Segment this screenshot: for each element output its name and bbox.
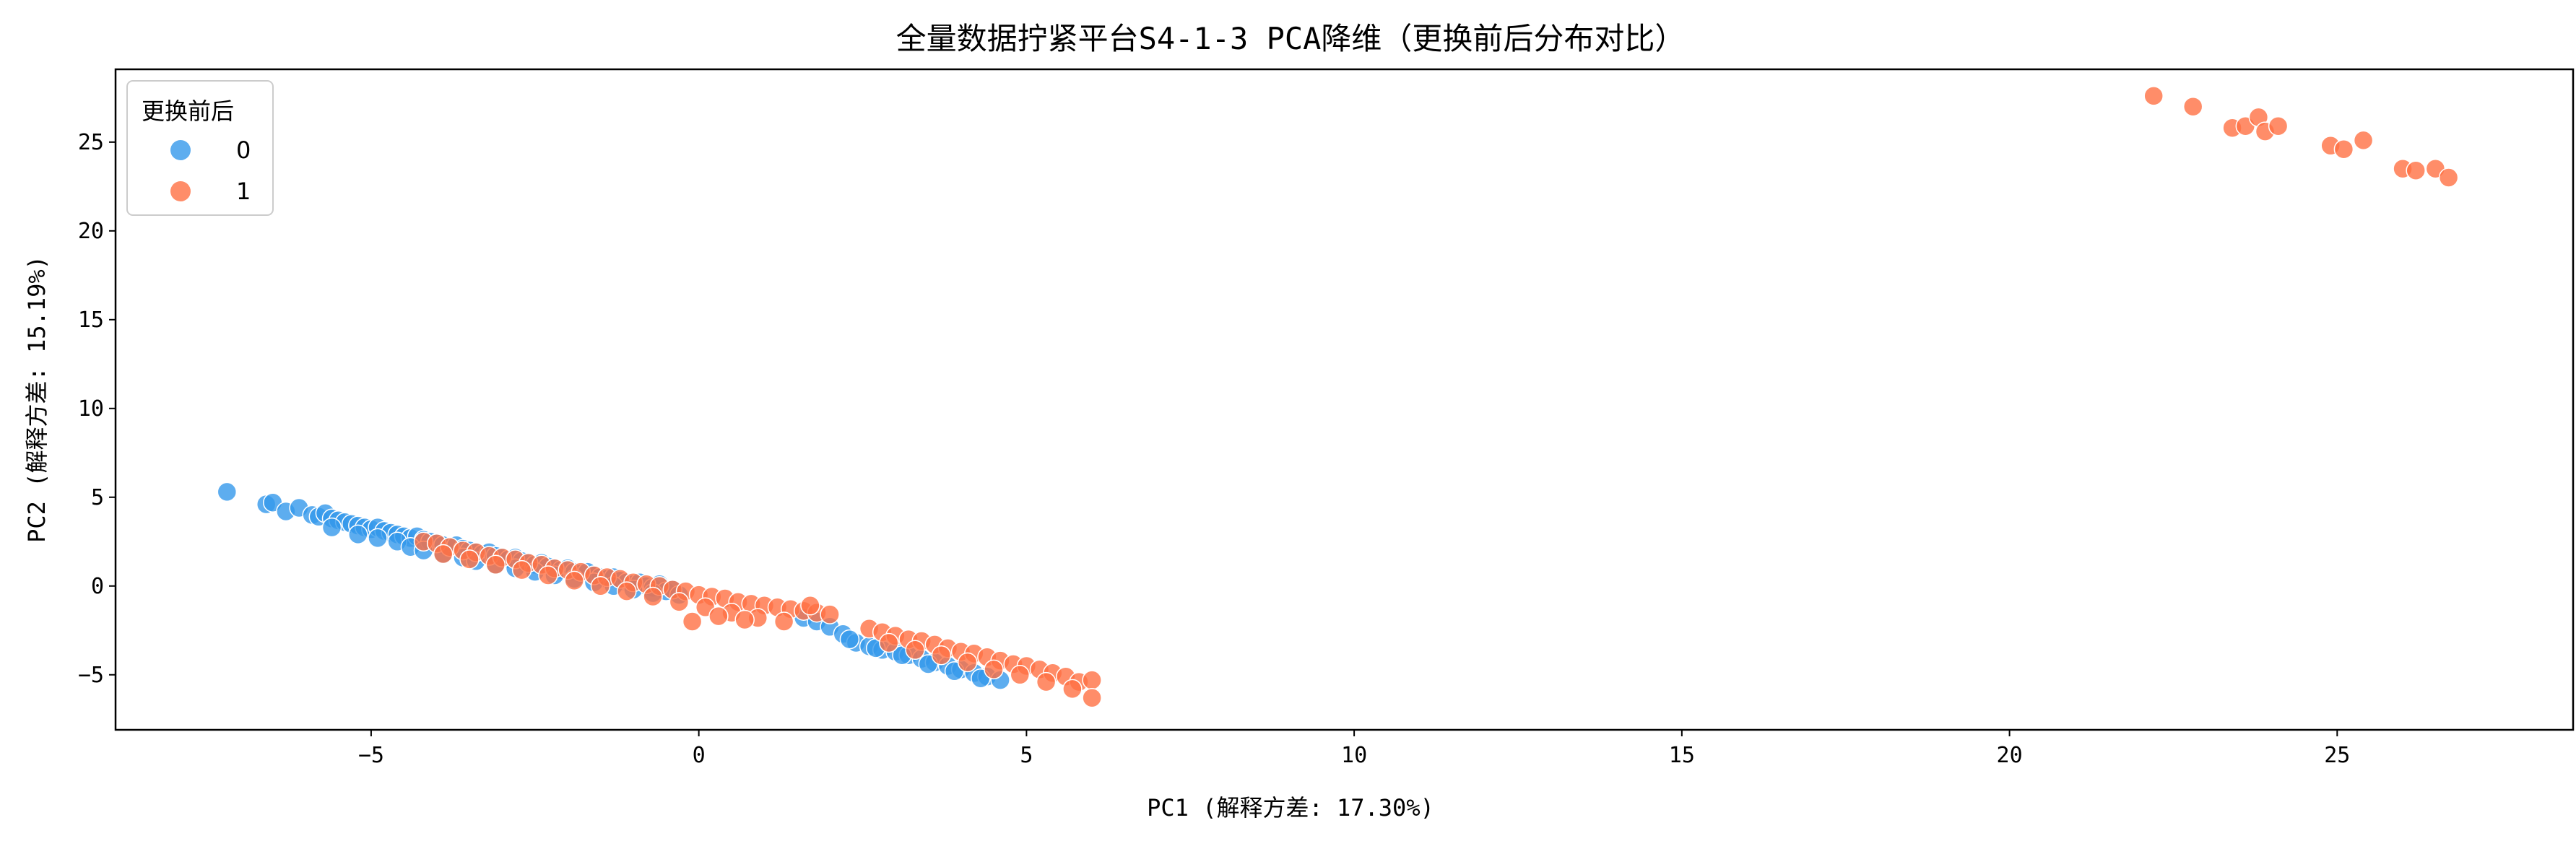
point-series-1 [2406, 160, 2426, 180]
x-axis-ticks: −5 0 5 10 15 20 25 [358, 730, 2350, 768]
point-series-1 [617, 581, 637, 601]
legend-label-1: 1 [236, 178, 251, 205]
point-series-1 [459, 549, 480, 570]
x-tick-label: 10 [1341, 743, 1367, 768]
legend-title: 更换前后 [142, 97, 234, 125]
point-series-1 [708, 606, 729, 627]
chart-title: 全量数据拧紧平台S4-1-3 PCA降维（更换前后分布对比） [896, 21, 1686, 56]
legend: 更换前后 0 1 [126, 80, 274, 216]
point-series-1 [1010, 665, 1031, 685]
y-tick-label: 20 [78, 219, 104, 244]
point-series-1 [2182, 96, 2203, 117]
point-series-1 [538, 565, 558, 585]
y-tick-label: 10 [78, 396, 104, 422]
plot-frame [114, 68, 2575, 731]
y-tick-label: −5 [78, 663, 104, 688]
legend-box [126, 80, 274, 216]
point-series-1 [957, 652, 978, 673]
x-tick-label: 25 [2324, 743, 2350, 768]
x-tick-label: 5 [1020, 743, 1033, 768]
point-series-1 [682, 611, 703, 632]
point-series-0 [217, 481, 238, 502]
point-series-1 [564, 570, 584, 591]
point-series-1 [590, 576, 611, 596]
x-tick-label: −5 [358, 743, 384, 768]
point-series-1 [2333, 139, 2354, 160]
point-series-1 [2353, 130, 2374, 151]
legend-marker-0 [170, 140, 191, 160]
point-series-0 [368, 528, 388, 549]
point-series-1 [511, 559, 532, 580]
point-series-0 [348, 524, 368, 545]
point-series-1 [984, 659, 1004, 680]
point-series-1 [669, 592, 690, 612]
y-axis-ticks: −5 0 5 10 15 20 25 [78, 130, 116, 688]
y-axis-label: PC2 (解释方差: 15.19%) [23, 256, 51, 543]
point-series-1 [800, 596, 820, 616]
point-series-1 [1082, 670, 1102, 690]
point-series-1 [879, 632, 899, 653]
x-tick-label: 15 [1669, 743, 1695, 768]
point-series-1 [2268, 116, 2289, 136]
point-series-1 [1082, 687, 1102, 708]
point-series-0 [321, 517, 342, 538]
y-tick-label: 25 [78, 130, 104, 155]
legend-marker-1 [170, 181, 191, 201]
point-series-1 [931, 645, 952, 666]
point-series-1 [485, 554, 506, 575]
point-series-1 [643, 586, 663, 607]
point-series-1 [2143, 86, 2164, 106]
point-series-1 [734, 609, 755, 630]
point-series-1 [905, 640, 925, 661]
x-tick-label: 20 [1997, 743, 2023, 768]
point-series-1 [820, 604, 840, 624]
x-axis-label: PC1 (解释方差: 17.30%) [1147, 794, 1434, 822]
point-series-0 [839, 629, 860, 650]
y-tick-label: 0 [91, 574, 104, 599]
point-series-1 [2438, 167, 2459, 188]
point-series-1 [773, 611, 794, 632]
y-tick-label: 15 [78, 308, 104, 333]
point-series-1 [1036, 671, 1057, 692]
point-series-1 [433, 544, 454, 565]
legend-label-0: 0 [236, 136, 251, 164]
data-points [217, 86, 2459, 708]
point-series-1 [1062, 679, 1083, 700]
y-tick-label: 5 [91, 485, 104, 510]
x-tick-label: 0 [693, 743, 706, 768]
